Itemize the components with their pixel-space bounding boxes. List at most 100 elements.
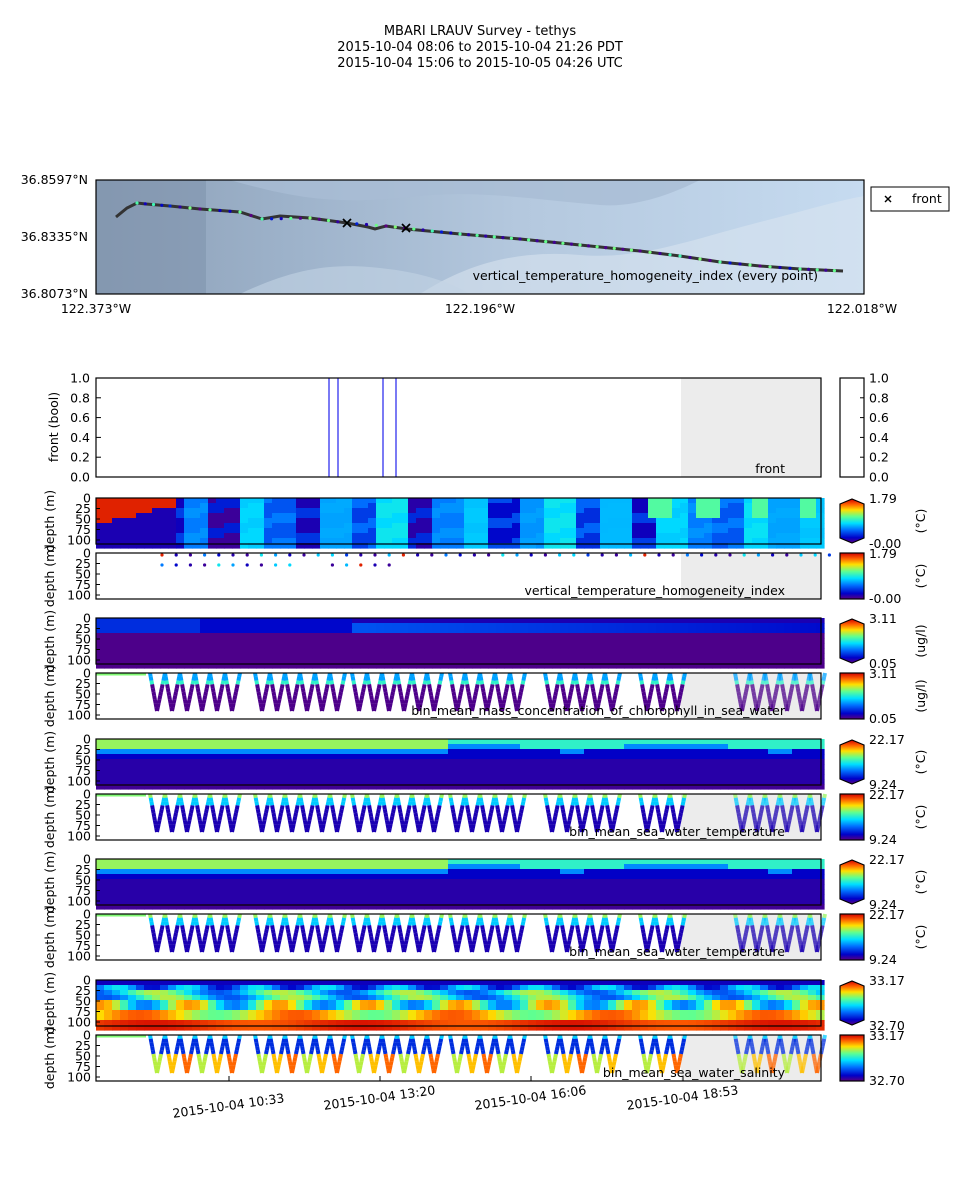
yoyo-segment [180, 808, 186, 814]
contour-cell [440, 869, 449, 875]
yoyo-segment [508, 672, 513, 678]
contour-cell [496, 653, 505, 659]
contour-cell [368, 879, 377, 885]
contour-cell [336, 904, 345, 910]
yoyo-segment [495, 687, 501, 693]
yoyo-segment [286, 691, 292, 697]
contour-cell [488, 759, 497, 765]
contour-cell [192, 864, 201, 870]
contour-cell [216, 749, 225, 755]
contour-cell [256, 874, 265, 880]
contour-cell [376, 889, 385, 895]
contour-cell [536, 744, 545, 750]
contour-cell [336, 884, 345, 890]
yoyo-segment [735, 808, 741, 814]
contour-cell [264, 759, 273, 765]
contour-cell [352, 643, 361, 649]
contour-cell [144, 663, 153, 669]
contour-cell [440, 663, 449, 669]
yoyo-segment [227, 820, 233, 825]
contour-cell [528, 653, 537, 659]
contour-cell [200, 623, 209, 629]
yoyo-segment [421, 808, 426, 814]
yoyo-segment [264, 687, 269, 693]
contour-cell [448, 739, 457, 745]
contour-cell [256, 879, 265, 885]
contour-cell [616, 754, 625, 760]
contour-cell [280, 749, 289, 755]
contour-cell [320, 889, 329, 895]
contour-cell [544, 638, 553, 644]
contour-cell [296, 749, 305, 755]
contour-cell [184, 864, 193, 870]
contour-cell [96, 869, 105, 875]
contour-cell [576, 764, 585, 770]
contour-cell [704, 663, 713, 669]
contour-cell [392, 774, 401, 780]
contour-cell [368, 749, 377, 755]
contour-cell [720, 618, 729, 624]
contour-cell [160, 503, 169, 509]
yoyo-segment [733, 793, 738, 799]
track-point [143, 202, 147, 206]
yoyo-segment [172, 695, 178, 701]
contour-cell [208, 774, 217, 780]
contour-cell [416, 513, 425, 519]
contour-cell [264, 633, 273, 639]
yoyo-segment [663, 691, 668, 697]
yoyo-segment [769, 706, 774, 712]
contour-cell [664, 623, 673, 629]
yoyo-segment [369, 820, 375, 825]
yoyo-segment [225, 687, 231, 693]
contour-cell [496, 638, 505, 644]
yoyo-segment [487, 816, 493, 822]
contour-cell [264, 904, 273, 910]
contour-cell [232, 754, 241, 760]
contour-cell [504, 533, 513, 539]
contour-cell [448, 618, 457, 624]
contour-cell [600, 739, 609, 745]
contour-cell [240, 503, 249, 509]
contour-cell [616, 774, 625, 780]
contour-cell [408, 628, 417, 634]
yoyo-segment [350, 672, 355, 678]
contour-cell [816, 533, 825, 539]
contour-cell [320, 643, 329, 649]
contour-cell [624, 538, 633, 544]
contour-cell [512, 774, 521, 780]
contour-cell [368, 663, 377, 669]
scatter-point [558, 553, 562, 557]
contour-cell [696, 774, 705, 780]
contour-cell [616, 744, 625, 750]
contour-cell [464, 538, 473, 544]
contour-cell [184, 533, 193, 539]
scatter-point [288, 563, 292, 567]
contour-cell [200, 784, 209, 790]
contour-cell [528, 744, 537, 750]
yoyo-segment [218, 812, 223, 818]
contour-cell [400, 643, 409, 649]
contour-cell [768, 633, 777, 639]
yoyo-segment [359, 816, 365, 822]
yoyo-segment [458, 812, 463, 818]
contour-cell [440, 653, 449, 659]
contour-cell [376, 663, 385, 669]
yoyo-segment [426, 680, 432, 685]
track-point [135, 201, 139, 205]
contour-cell [248, 739, 257, 745]
contour-cell [696, 538, 705, 544]
contour-cell [488, 528, 497, 534]
contour-cell [632, 653, 641, 659]
contour-cell [672, 769, 681, 775]
contour-cell [224, 904, 233, 910]
contour-cell [160, 508, 169, 514]
yoyo-segment [775, 680, 781, 685]
yoyo-segment [479, 801, 485, 806]
contour-cell [448, 533, 457, 539]
contour-cell [424, 859, 433, 865]
contour-cell [544, 658, 553, 664]
contour-cell [240, 543, 249, 549]
contour-cell [408, 538, 417, 544]
contour-cell [528, 648, 537, 654]
yoyo-segment [280, 801, 286, 806]
